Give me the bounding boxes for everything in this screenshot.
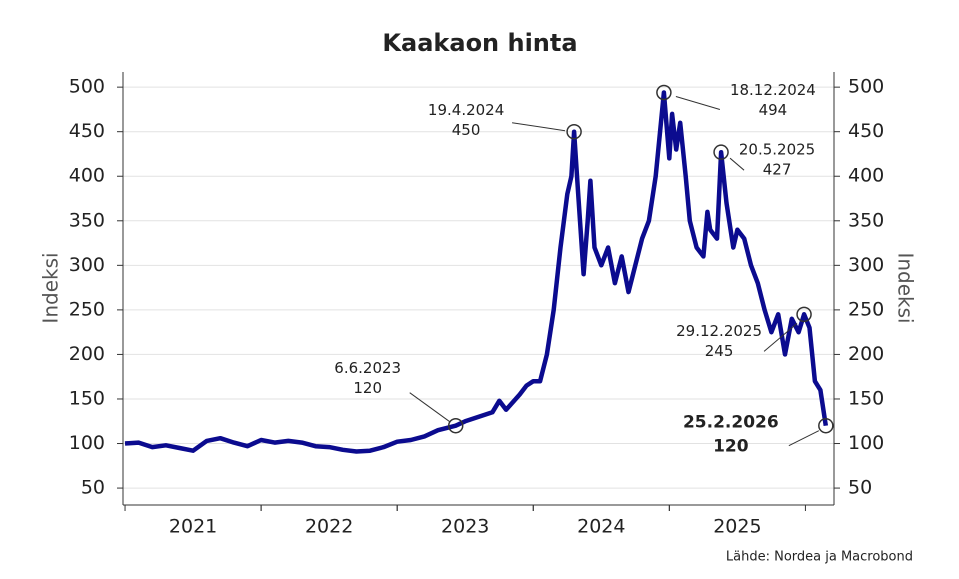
y-axis-label: Indeksi xyxy=(39,252,63,323)
annotation-leader xyxy=(512,122,566,132)
y-tick-label: 350 xyxy=(69,209,105,231)
y2-tick-label: 450 xyxy=(848,120,884,142)
annotation-value: 245 xyxy=(705,342,734,360)
annotation-value: 120 xyxy=(353,379,382,397)
annotation-marker xyxy=(656,84,672,101)
x-tick-label: 2022 xyxy=(305,516,353,538)
line xyxy=(124,90,829,454)
annotation-value: 450 xyxy=(452,121,481,139)
annotation-marker xyxy=(566,123,582,140)
y-tick-label: 50 xyxy=(81,477,105,499)
y2-tick-label: 250 xyxy=(848,298,884,320)
y2-tick-label: 150 xyxy=(848,387,884,409)
y2-tick-label: 350 xyxy=(848,209,884,231)
x-tick-label: 2024 xyxy=(577,516,625,538)
annotation-leader xyxy=(788,430,820,447)
annotation-leader xyxy=(729,157,745,171)
annotation-date: 20.5.2025 xyxy=(739,141,815,159)
annotation-marker xyxy=(713,144,729,160)
y2-tick-label: 200 xyxy=(848,343,884,365)
annotation-leader xyxy=(675,96,721,110)
source: Lähde: Nordea ja Macrobond xyxy=(726,550,913,565)
y-tick-label: 250 xyxy=(69,298,105,320)
annotation-date: 6.6.2023 xyxy=(334,359,401,377)
y2-tick-label: 400 xyxy=(848,165,884,187)
y2-tick-label: 50 xyxy=(848,477,872,499)
y2-tick-label: 100 xyxy=(848,432,884,454)
y-tick-label: 200 xyxy=(69,343,105,365)
chart-title: Kaakaon hinta xyxy=(382,29,577,57)
annotation-marker xyxy=(818,417,834,434)
x-tick-label: 2021 xyxy=(169,516,217,538)
y-tick-label: 300 xyxy=(69,254,105,276)
annotation-value: 120 xyxy=(713,437,749,457)
annotation-leader xyxy=(409,392,451,423)
annotation-value: 427 xyxy=(763,161,792,179)
y-tick-label: 500 xyxy=(69,76,105,98)
x-tick-label: 2023 xyxy=(441,516,489,538)
y2-tick-label: 300 xyxy=(848,254,884,276)
y-tick-label: 400 xyxy=(69,165,105,187)
annotation-date: 19.4.2024 xyxy=(428,101,504,119)
y2-tick-label: 500 xyxy=(848,76,884,98)
y2-axis-label: Indeksi xyxy=(894,252,918,323)
annotation-date: 25.2.2026 xyxy=(683,413,779,433)
annotation-marker xyxy=(447,417,464,434)
y-tick-label: 150 xyxy=(69,387,105,409)
annotation-date: 29.12.2025 xyxy=(676,322,762,340)
annotation-date: 18.12.2024 xyxy=(730,81,816,99)
y-tick-label: 450 xyxy=(69,120,105,142)
y-tick-label: 100 xyxy=(69,432,105,454)
annotation-marker xyxy=(796,306,812,323)
annotation-leader xyxy=(763,322,798,352)
annotation-value: 494 xyxy=(759,101,788,119)
x-tick-label: 2025 xyxy=(713,516,761,538)
